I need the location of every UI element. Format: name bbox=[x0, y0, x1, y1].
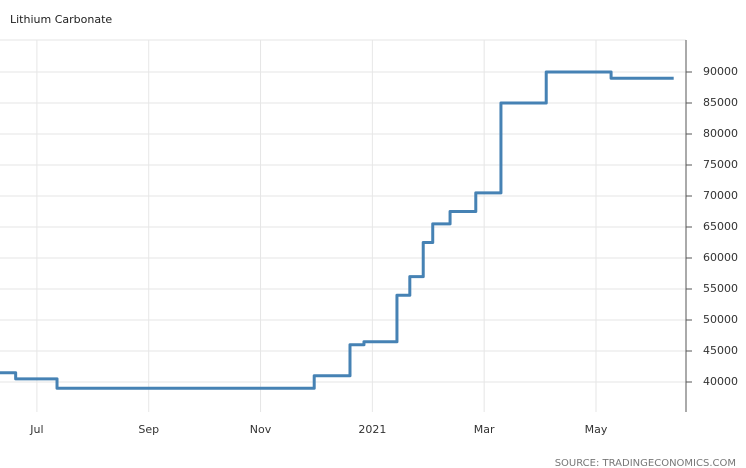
data-line bbox=[0, 70, 674, 390]
y-tick-label: 45000 bbox=[703, 344, 738, 357]
y-tick-label: 65000 bbox=[703, 220, 738, 233]
y-tick-label: 50000 bbox=[703, 313, 738, 326]
y-tick-label: 80000 bbox=[703, 127, 738, 140]
x-tick-label: Nov bbox=[250, 423, 272, 436]
y-tick-label: 75000 bbox=[703, 158, 738, 171]
x-tick-label: Mar bbox=[474, 423, 495, 436]
y-tick-label: 70000 bbox=[703, 189, 738, 202]
chart-title: Lithium Carbonate bbox=[10, 13, 112, 26]
y-tick-label: 55000 bbox=[703, 282, 738, 295]
x-tick-label: 2021 bbox=[358, 423, 386, 436]
x-tick-label: May bbox=[585, 423, 608, 436]
x-tick-label: Sep bbox=[138, 423, 159, 436]
y-tick-label: 40000 bbox=[703, 375, 738, 388]
y-tick-label: 60000 bbox=[703, 251, 738, 264]
x-tick-label: Jul bbox=[29, 423, 43, 436]
y-tick-label: 85000 bbox=[703, 96, 738, 109]
y-tick-label: 90000 bbox=[703, 65, 738, 78]
source: SOURCE: TRADINGECONOMICS.COM bbox=[555, 458, 736, 468]
